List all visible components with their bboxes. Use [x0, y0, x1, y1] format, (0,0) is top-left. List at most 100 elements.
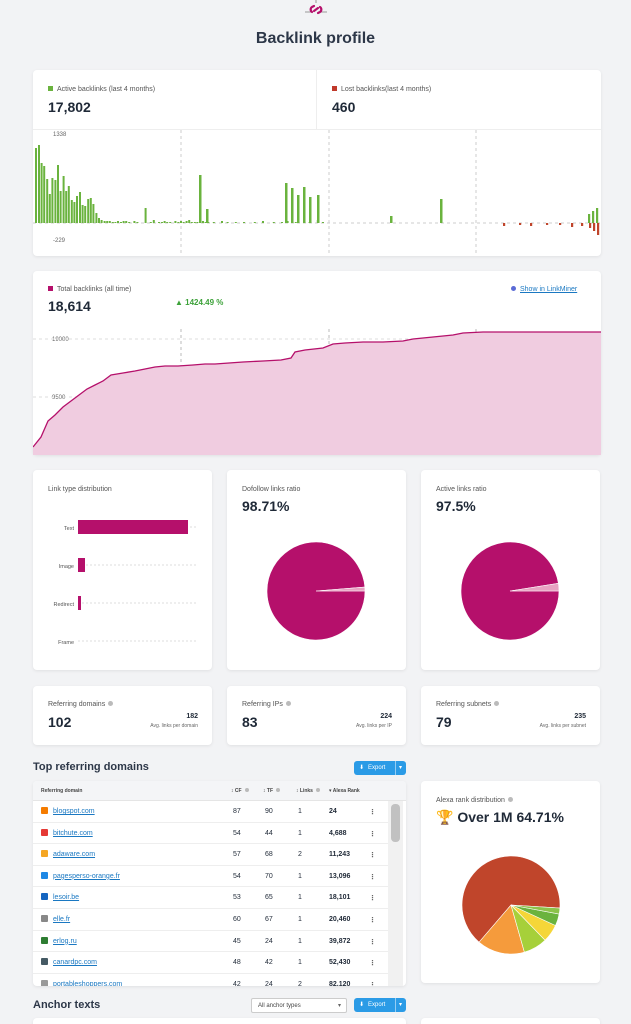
active-bar: [188, 220, 191, 223]
active-bar: [322, 222, 324, 223]
domain-link[interactable]: lesoir.be: [53, 894, 80, 902]
active-backlinks-value: 17,802: [48, 99, 91, 115]
active-bar: [190, 222, 193, 223]
active-bar: [294, 222, 297, 223]
more-options-icon[interactable]: ⋮: [369, 981, 376, 986]
info-icon[interactable]: [108, 701, 114, 706]
active-bar: [193, 222, 196, 223]
lost-backlinks-value: 460: [332, 99, 356, 115]
active-bar: [285, 183, 288, 223]
referring-ips-avg-label: Avg. links per IP: [355, 723, 392, 729]
info-icon[interactable]: [285, 701, 291, 706]
active-bar: [57, 165, 59, 223]
more-options-icon[interactable]: ⋮: [369, 895, 376, 903]
col-cf[interactable]: ↕ CF: [231, 788, 249, 794]
domain-link[interactable]: portableshoppers.com: [53, 980, 123, 986]
active-bar: [144, 208, 147, 223]
more-options-icon[interactable]: ⋮: [369, 960, 376, 968]
info-icon[interactable]: [494, 701, 500, 706]
new-lost-bar-chart: [33, 130, 601, 256]
active-bar: [180, 221, 182, 223]
export-button[interactable]: ⬇ Export ▾: [354, 761, 406, 775]
domain-link[interactable]: erlog.ru: [53, 937, 77, 945]
domain-link[interactable]: blogspot.com: [53, 808, 95, 815]
more-options-icon[interactable]: ⋮: [369, 873, 376, 881]
tf-value: 65: [265, 894, 273, 902]
info-icon[interactable]: [507, 797, 513, 802]
active-bar: [390, 216, 393, 223]
active-backlinks-label: Active backlinks (last 4 months): [57, 86, 156, 93]
links-value: 1: [298, 872, 302, 880]
more-options-icon[interactable]: ⋮: [369, 809, 376, 816]
anchor-export-button[interactable]: ⬇ Export ▾: [354, 998, 406, 1012]
domain-link[interactable]: elle.fr: [53, 916, 71, 923]
col-links[interactable]: ↕ Links: [296, 788, 320, 794]
favicon-icon: [41, 807, 48, 814]
referring-domains-title: Referring domains: [48, 701, 106, 708]
col-alexa-rank[interactable]: ▾ Alexa Rank: [329, 788, 360, 794]
chevron-down-icon[interactable]: ▾: [394, 998, 402, 1012]
dofollow-title: Dofollow links ratio: [242, 486, 301, 493]
active-bar: [177, 222, 180, 223]
domain-link[interactable]: canardpc.com: [53, 959, 97, 967]
favicon-icon: [41, 893, 48, 901]
active-bar: [40, 163, 43, 223]
cf-value: 60: [233, 916, 241, 923]
active-bar: [163, 221, 166, 223]
pie-slice: [509, 582, 560, 592]
anchor-type-select[interactable]: All anchor types ▾: [251, 998, 347, 1013]
active-bar: [202, 221, 204, 223]
favicon-icon: [41, 915, 48, 922]
active-bar: [149, 222, 152, 223]
active-bar: [182, 222, 185, 223]
lost-bar: [597, 223, 600, 235]
active-bar: [46, 179, 49, 223]
referring-subnets-avg: 235: [574, 713, 586, 720]
more-options-icon[interactable]: ⋮: [369, 917, 376, 924]
more-options-icon[interactable]: ⋮: [369, 852, 376, 860]
alexa-rank-value: 24: [329, 808, 337, 815]
lost-bar: [559, 223, 562, 225]
domain-link[interactable]: pagesperso-orange.fr: [53, 872, 120, 880]
active-bar: [43, 166, 46, 223]
link-type-label: Image: [59, 564, 74, 570]
total-backlinks-area: [33, 332, 601, 455]
active-bar: [596, 208, 599, 223]
active-bar: [221, 221, 223, 223]
alexa-rank-value: 39,872: [329, 937, 351, 945]
more-options-icon[interactable]: ⋮: [369, 830, 376, 838]
active-bar: [89, 198, 92, 223]
active-bar: [174, 221, 177, 223]
total-legend-swatch: [48, 286, 53, 291]
anchor-texts-card: [33, 1018, 406, 1024]
total-change: 1424.49 %: [185, 298, 224, 307]
table-scrollbar[interactable]: [388, 801, 403, 986]
domain-link[interactable]: bitchute.com: [53, 829, 93, 837]
domain-link[interactable]: adaware.com: [53, 851, 96, 859]
active-bar: [117, 221, 119, 223]
chevron-down-icon[interactable]: ▾: [394, 761, 402, 775]
col-referring-domain[interactable]: Referring domain: [41, 788, 83, 794]
active-bar: [111, 222, 114, 223]
referring-subnets-title: Referring subnets: [436, 701, 492, 708]
link-type-card: Link type distribution Text Image Redirect…: [33, 470, 212, 670]
show-in-linkminer-link[interactable]: Show in LinkMiner: [511, 286, 577, 293]
favicon-icon: [41, 979, 48, 986]
active-bar: [169, 222, 172, 223]
col-tf[interactable]: ↕ TF: [263, 788, 280, 794]
pie-slice: [315, 586, 366, 592]
active-bar: [286, 221, 289, 223]
up-arrow-icon: ▲: [175, 298, 186, 307]
active-bar: [185, 221, 188, 223]
more-options-icon[interactable]: ⋮: [369, 938, 376, 946]
download-icon: ⬇: [359, 765, 365, 771]
lost-bar: [503, 223, 506, 226]
y-axis-label-9500: 9500: [52, 395, 66, 401]
top-referring-domains-title: Top referring domains: [33, 761, 149, 773]
tf-value: 42: [265, 959, 273, 967]
lost-bar: [589, 223, 592, 228]
favicon-icon: [41, 958, 48, 966]
dofollow-card: Dofollow links ratio 98.71%: [227, 470, 406, 670]
active-bar: [87, 199, 90, 223]
active-bar: [196, 222, 199, 223]
